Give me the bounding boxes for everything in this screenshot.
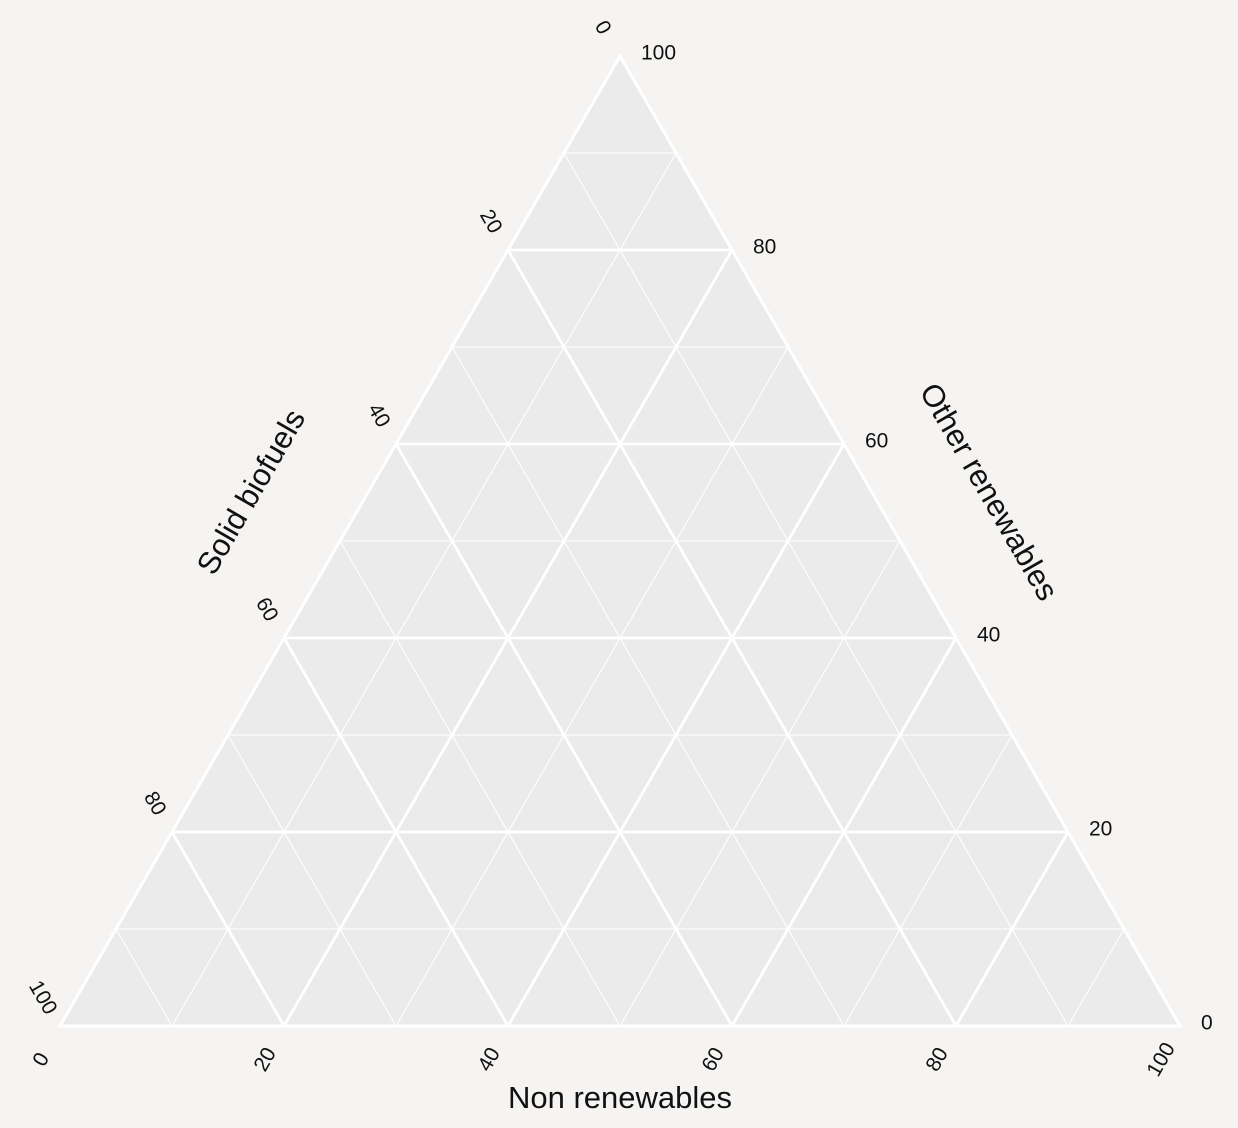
gridline-non-renewables-10 — [171, 152, 677, 1027]
gridline-solid-biofuels-30 — [451, 346, 845, 1027]
gridline-non-renewables-90 — [1067, 928, 1125, 1027]
axis-title-other-renewables: Other renewables — [913, 377, 1066, 606]
tick-non-renewables-100: 100 — [1142, 1039, 1179, 1081]
tick-non-renewables-80: 80 — [921, 1044, 953, 1076]
gridline-solid-biofuels-40 — [394, 443, 734, 1027]
tick-non-renewables-60: 60 — [697, 1044, 729, 1076]
tick-solid-biofuels-20: 20 — [475, 206, 507, 238]
tick-other-renewables-100: 100 — [641, 42, 676, 65]
gridline-solid-biofuels-60 — [282, 637, 510, 1027]
gridline-non-renewables-30 — [395, 346, 789, 1027]
tick-other-renewables-80: 80 — [753, 236, 776, 259]
minor-grid — [115, 152, 1125, 1027]
tick-solid-biofuels-60: 60 — [251, 594, 283, 626]
gridline-solid-biofuels-70 — [227, 734, 397, 1027]
tick-solid-biofuels-0: 0 — [590, 17, 616, 39]
gridline-non-renewables-80 — [954, 831, 1070, 1027]
tick-non-renewables-20: 20 — [249, 1044, 281, 1076]
tick-solid-biofuels-100: 100 — [24, 977, 61, 1019]
gridline-solid-biofuels-90 — [115, 928, 173, 1027]
major-grid — [170, 248, 1070, 1027]
tick-solid-biofuels-80: 80 — [139, 788, 171, 820]
tick-other-renewables-40: 40 — [977, 624, 1000, 647]
gridline-non-renewables-70 — [843, 734, 1013, 1027]
tick-solid-biofuels-40: 40 — [363, 400, 395, 432]
gridline-non-renewables-40 — [506, 443, 846, 1027]
axis-title-solid-biofuels: Solid biofuels — [190, 403, 313, 580]
tick-other-renewables-60: 60 — [865, 430, 888, 453]
tick-non-renewables-0: 0 — [28, 1049, 54, 1071]
gridline-solid-biofuels-80 — [170, 831, 286, 1027]
gridline-non-renewables-50 — [619, 540, 901, 1027]
tick-non-renewables-40: 40 — [473, 1044, 505, 1076]
plot-border — [57, 52, 1183, 1028]
gridline-solid-biofuels-10 — [563, 152, 1069, 1027]
gridline-non-renewables-60 — [730, 637, 958, 1027]
tick-other-renewables-20: 20 — [1089, 818, 1112, 841]
axis-title-non-renewables: Non renewables — [508, 1080, 732, 1115]
tick-other-renewables-0: 0 — [1201, 1012, 1213, 1035]
gridline-solid-biofuels-50 — [339, 540, 621, 1027]
